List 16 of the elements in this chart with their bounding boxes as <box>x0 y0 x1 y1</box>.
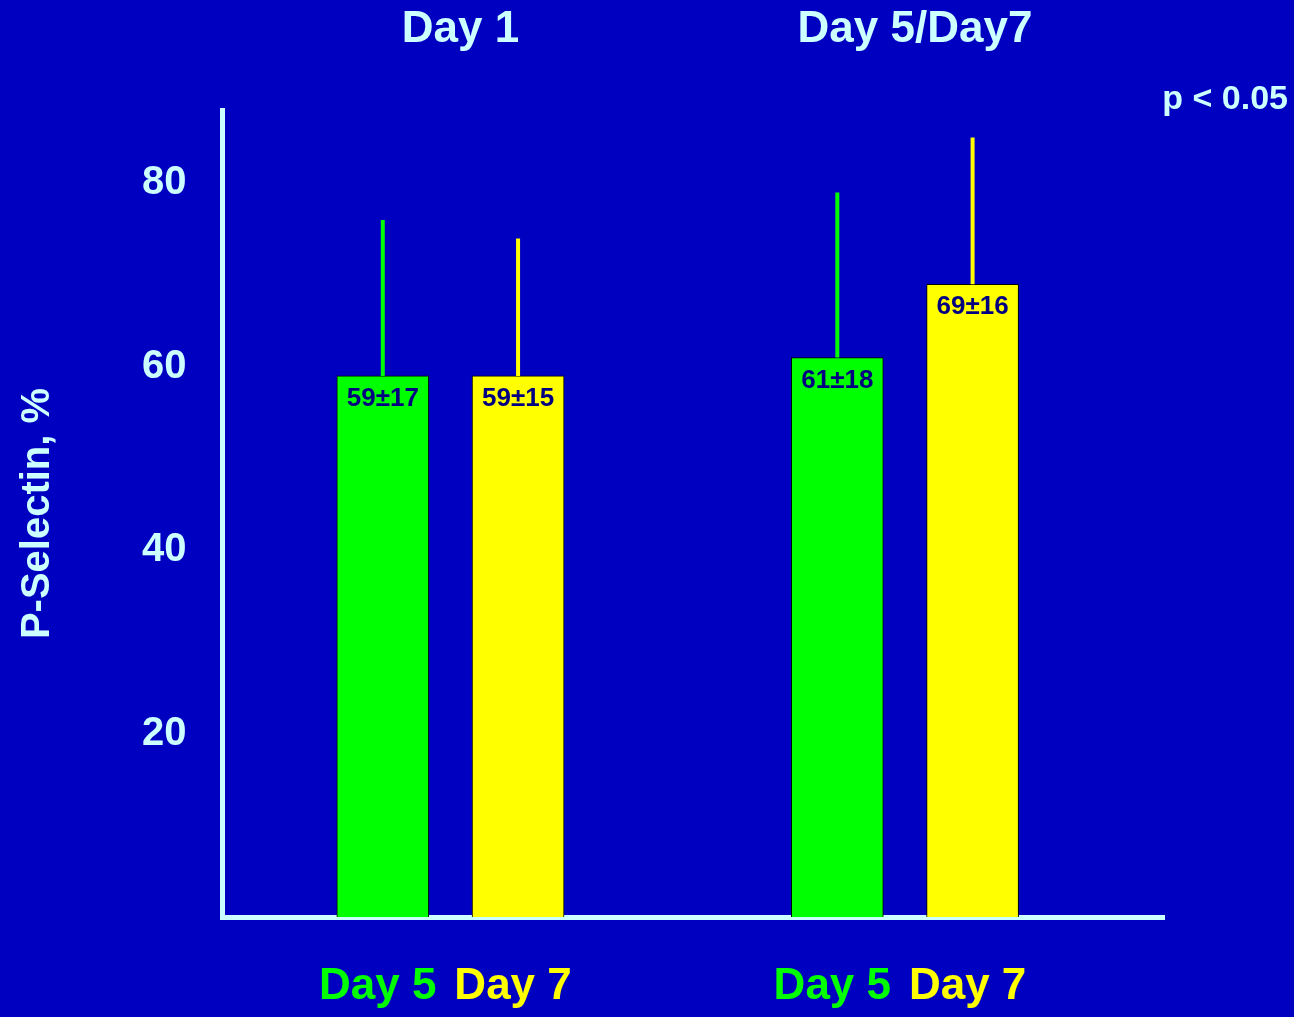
y-tick-label: 40 <box>141 525 187 570</box>
x-tick-label: Day 5 <box>319 959 437 1009</box>
data-label: 69±16 <box>936 290 1009 321</box>
x-tick-label: Day 7 <box>908 959 1027 1009</box>
y-tick-label: 60 <box>141 341 187 386</box>
y-tick-label: 80 <box>141 158 187 203</box>
text: p < 0.05 <box>1162 78 1288 117</box>
data-label: 59±17 <box>346 382 419 413</box>
text: Day 5/Day7 <box>797 2 1033 52</box>
y-axis-title: P-Selectin, % <box>13 387 58 640</box>
x-tick-label: Day 5 <box>773 959 892 1009</box>
y-tick-label: 20 <box>141 708 187 753</box>
data-label: 59±15 <box>482 382 555 413</box>
text: Day 1 <box>401 2 520 52</box>
x-tick-label: Day 7 <box>454 959 572 1009</box>
data-label: 61±18 <box>801 363 874 394</box>
